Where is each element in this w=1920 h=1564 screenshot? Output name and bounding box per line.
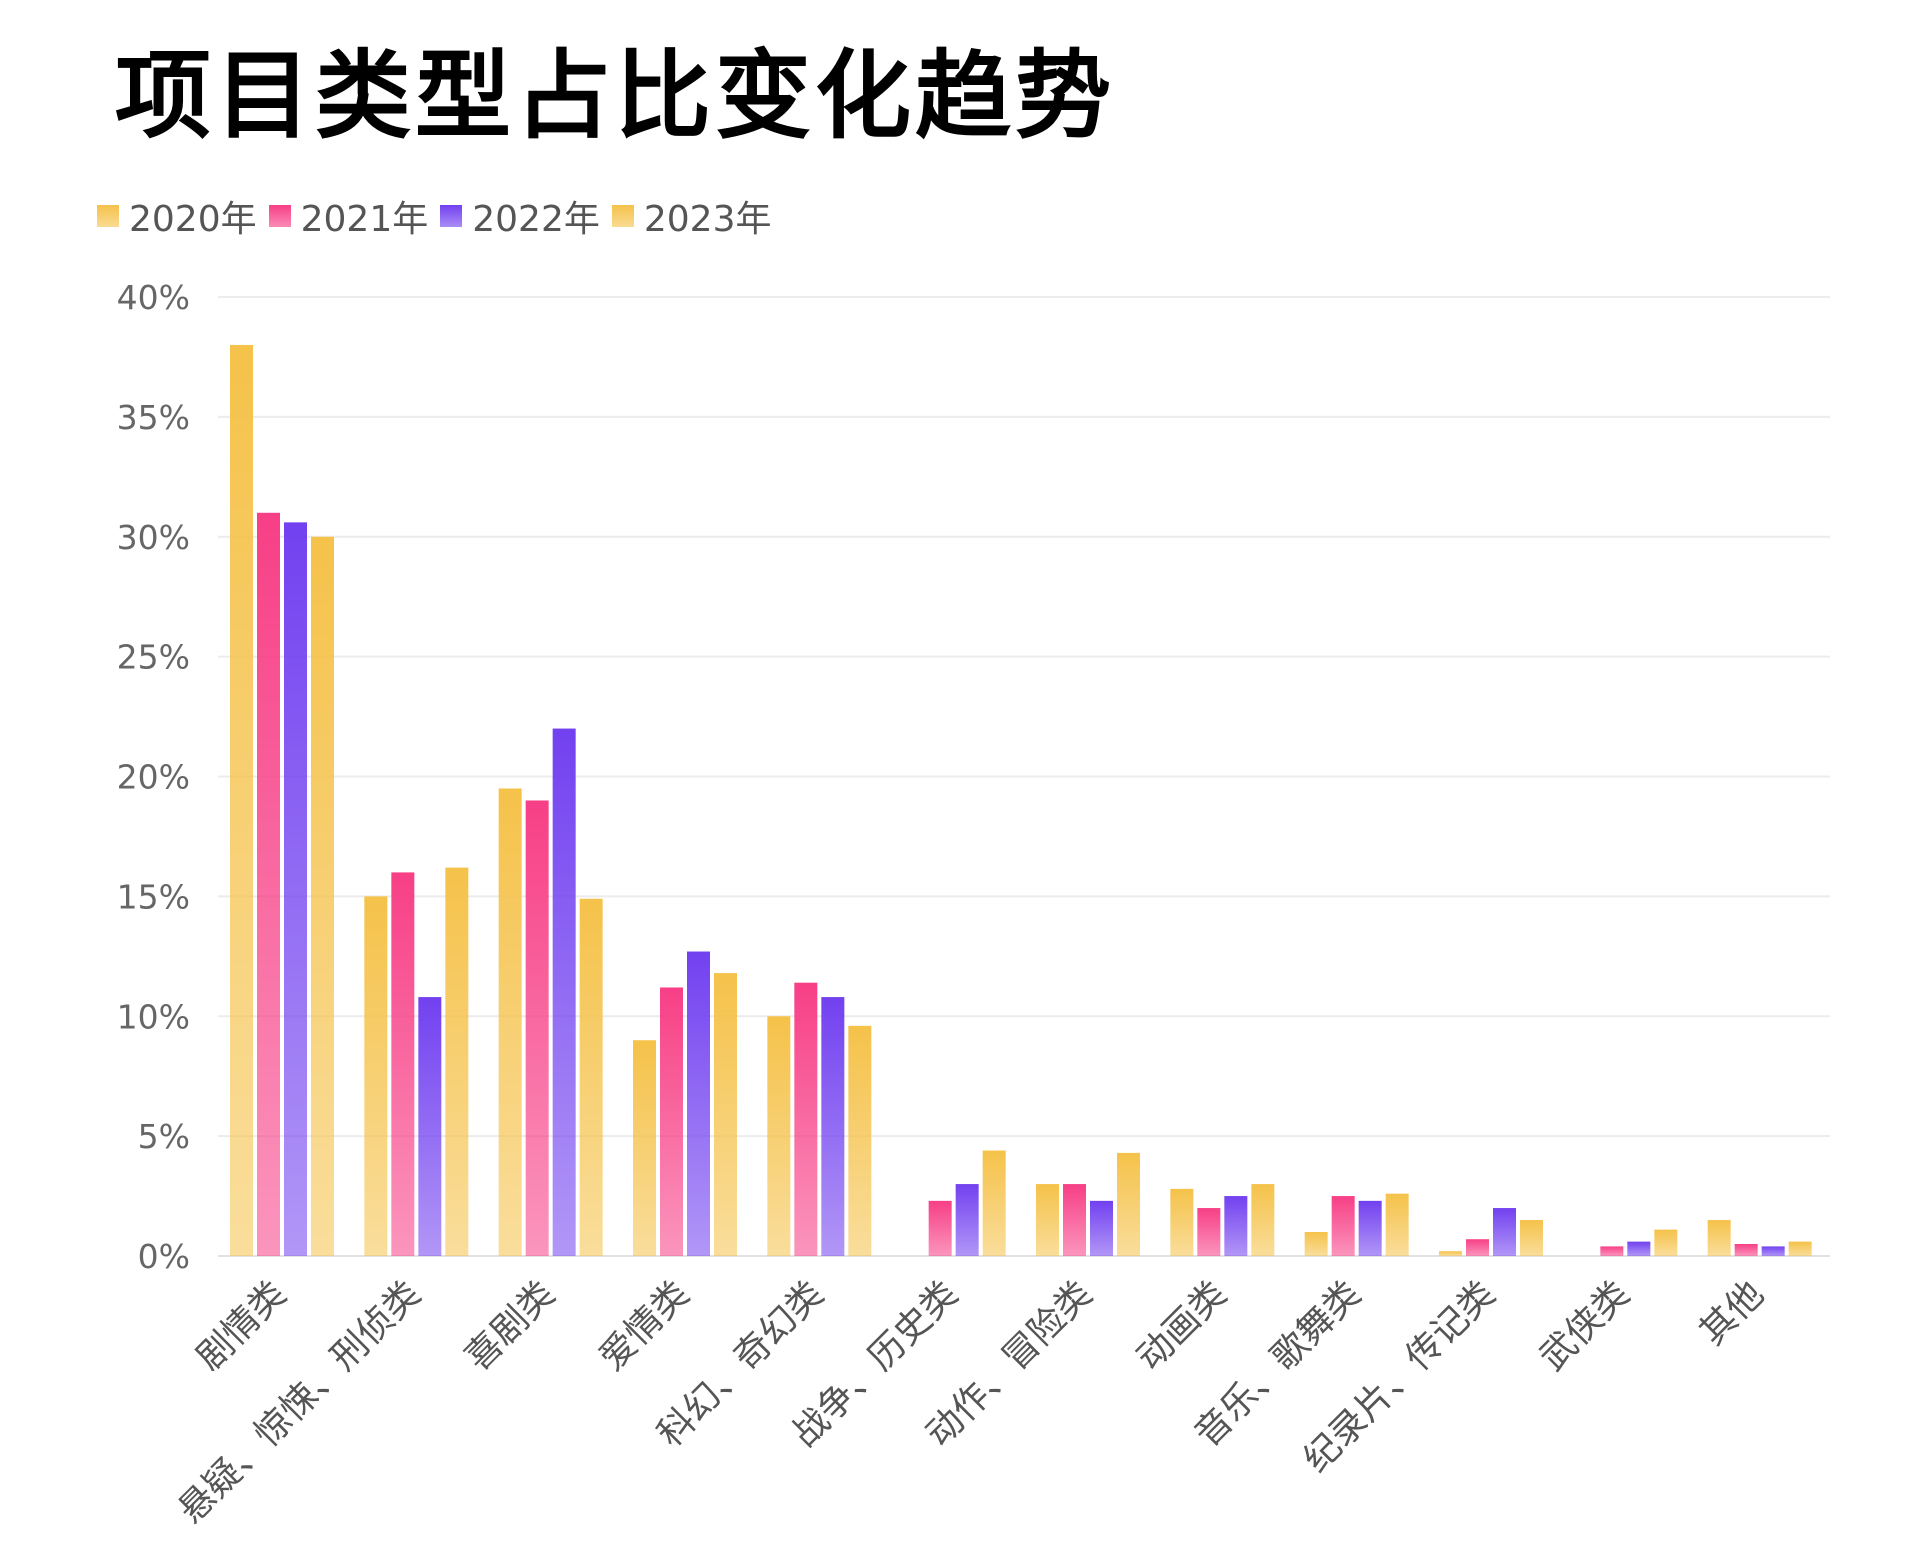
bar[interactable] <box>1654 1229 1678 1256</box>
bar[interactable] <box>1304 1232 1328 1256</box>
bar[interactable] <box>418 997 442 1256</box>
bar[interactable] <box>445 867 469 1256</box>
y-tick-label: 20% <box>117 758 190 797</box>
bar[interactable] <box>364 896 388 1256</box>
chart-title: 项目类型占比变化趋势 <box>115 40 1115 152</box>
bar[interactable] <box>1520 1220 1543 1256</box>
x-category-label: 悬疑、惊悚、刑侦类 <box>170 1273 428 1531</box>
bar[interactable] <box>1788 1241 1812 1256</box>
x-category-label: 其他 <box>1692 1273 1772 1353</box>
bar[interactable] <box>1197 1208 1221 1256</box>
legend-label: 2023年 <box>643 199 772 240</box>
y-tick-label: 35% <box>117 398 190 437</box>
bar[interactable] <box>1251 1184 1275 1256</box>
x-category-label: 武侠类 <box>1532 1273 1637 1378</box>
bar[interactable] <box>1493 1208 1516 1256</box>
bar[interactable] <box>1761 1246 1785 1256</box>
bar[interactable] <box>767 1016 791 1256</box>
x-category-label: 剧情类 <box>189 1273 294 1378</box>
x-category-label: 爱情类 <box>592 1273 697 1378</box>
bar[interactable] <box>1170 1188 1194 1256</box>
legend-item[interactable]: 2021年 <box>268 190 429 242</box>
bar[interactable] <box>1707 1220 1731 1256</box>
grid-lines <box>218 296 1830 1257</box>
bar[interactable] <box>1734 1244 1758 1256</box>
bar[interactable] <box>1090 1200 1113 1256</box>
bar[interactable] <box>955 1184 979 1256</box>
legend-swatch <box>440 205 463 227</box>
legend-swatch <box>611 205 634 227</box>
bar[interactable] <box>1331 1196 1355 1256</box>
bar[interactable] <box>1063 1184 1086 1256</box>
bar[interactable] <box>1036 1184 1059 1256</box>
bar[interactable] <box>687 951 710 1256</box>
legend-label: 2022年 <box>472 199 600 240</box>
y-tick-label: 40% <box>117 278 190 317</box>
bar[interactable] <box>1224 1196 1248 1256</box>
bar[interactable] <box>1439 1251 1462 1256</box>
legend-swatch <box>268 205 291 227</box>
bar[interactable] <box>714 973 737 1256</box>
y-tick-label: 25% <box>117 638 190 677</box>
legend-label: 2020年 <box>129 199 257 240</box>
bar[interactable] <box>821 997 845 1256</box>
legend-item[interactable]: 2023年 <box>611 190 772 242</box>
bar[interactable] <box>525 800 549 1256</box>
bar[interactable] <box>1358 1200 1382 1256</box>
bars <box>230 344 1812 1256</box>
bar[interactable] <box>848 1025 872 1256</box>
bar[interactable] <box>794 982 818 1256</box>
legend-swatch <box>97 205 119 227</box>
bar[interactable] <box>284 522 307 1256</box>
bar[interactable] <box>660 987 683 1256</box>
bar[interactable] <box>1117 1152 1140 1256</box>
bar[interactable] <box>498 788 522 1256</box>
bar[interactable] <box>230 344 253 1256</box>
legend-label: 2021年 <box>300 199 429 240</box>
y-tick-label: 10% <box>117 997 190 1036</box>
y-axis-tick-labels: 0% 5% 10% 15% 20% 25% 30% 35% 40% <box>117 278 190 1276</box>
legend-item[interactable]: 2020年 <box>97 190 257 242</box>
bar[interactable] <box>552 728 576 1256</box>
bar[interactable] <box>311 536 334 1256</box>
bar[interactable] <box>633 1040 656 1256</box>
y-tick-label: 5% <box>138 1117 190 1156</box>
bar[interactable] <box>1466 1239 1489 1256</box>
x-category-label: 动画类 <box>1129 1273 1234 1378</box>
legend-item[interactable]: 2022年 <box>440 190 600 242</box>
bar[interactable] <box>1627 1241 1651 1256</box>
x-category-label: 喜剧类 <box>458 1273 563 1378</box>
bar[interactable] <box>928 1200 952 1256</box>
y-tick-label: 30% <box>117 518 190 557</box>
bar[interactable] <box>982 1150 1006 1256</box>
bar[interactable] <box>1385 1193 1409 1256</box>
bar[interactable] <box>257 512 280 1256</box>
y-tick-label: 0% <box>138 1237 190 1276</box>
chart-legend: 2020年 2021年 2022年 2023年 <box>97 190 772 242</box>
y-tick-label: 15% <box>117 877 190 916</box>
bar[interactable] <box>1600 1246 1624 1256</box>
bar[interactable] <box>579 898 603 1256</box>
bar[interactable] <box>391 872 415 1256</box>
